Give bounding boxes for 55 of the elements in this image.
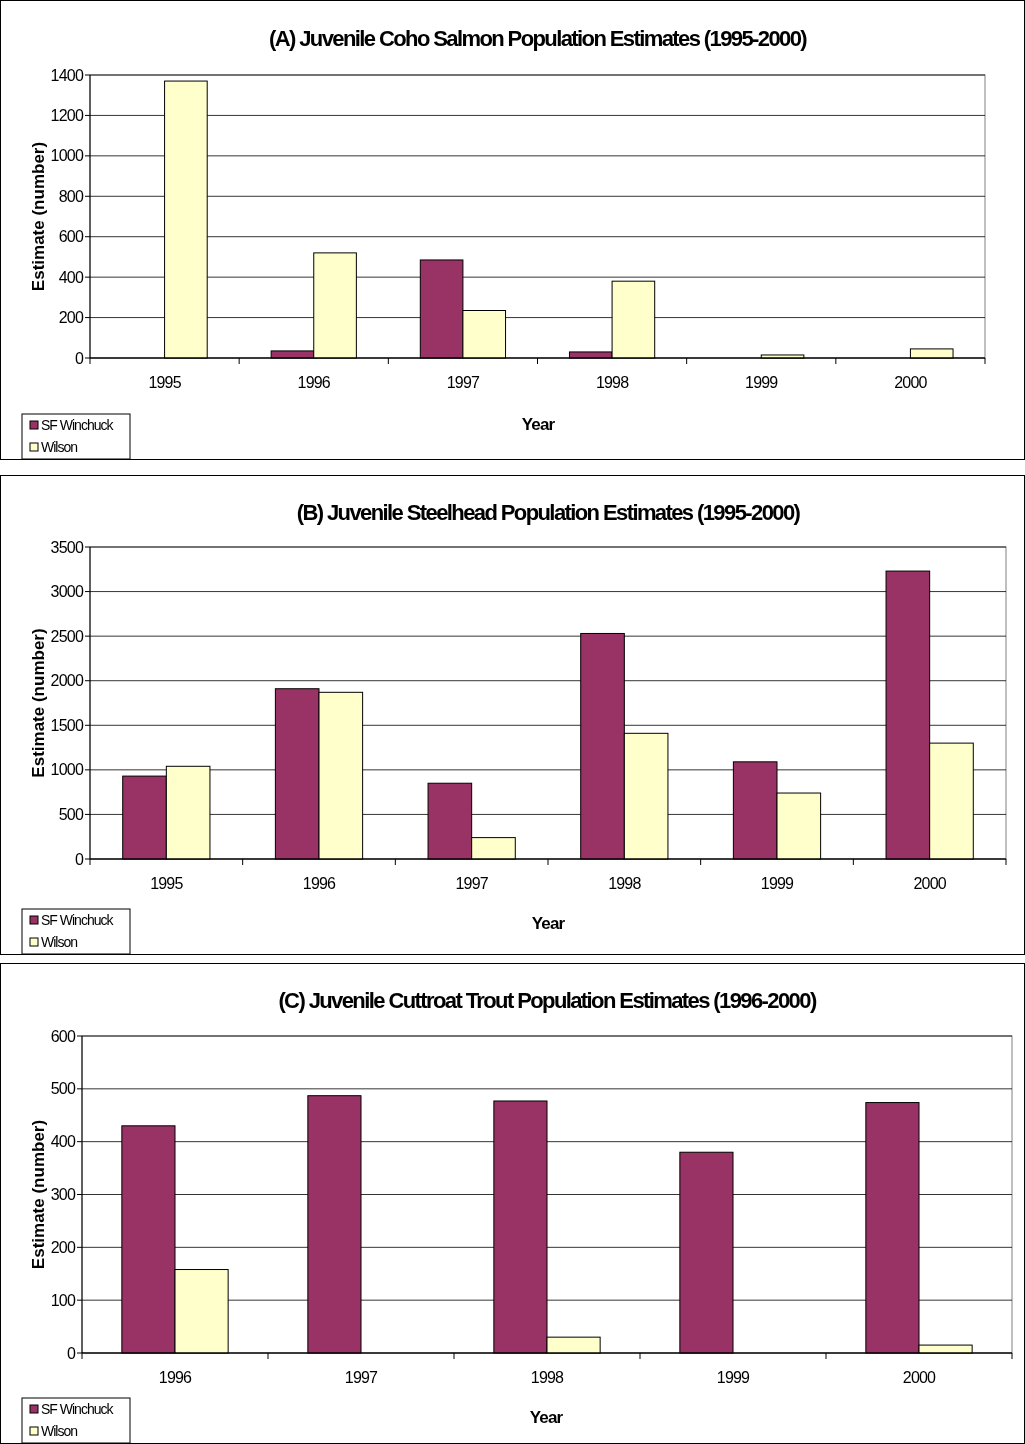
legend-label: SF Winchuck (41, 1400, 115, 1417)
y-tick-label: 1200 (50, 107, 84, 125)
y-tick-label: 500 (58, 806, 84, 824)
x-tick-label: 1995 (150, 875, 184, 892)
x-tick-label: 1997 (455, 875, 489, 892)
y-tick-label: 2500 (50, 627, 84, 645)
y-axis-title: Estimate (number) (28, 141, 48, 292)
x-axis-title: Year (531, 913, 566, 933)
legend-label: SF Winchuck (41, 416, 115, 433)
y-tick-label: 1500 (50, 716, 84, 734)
x-tick-label: 1997 (344, 1369, 379, 1386)
y-tick-label: 1000 (50, 147, 84, 165)
y-tick-label: 0 (74, 850, 84, 868)
y-tick-label: 1400 (50, 66, 84, 84)
x-tick-label: 1995 (148, 374, 182, 391)
y-tick-label: 2000 (50, 672, 84, 690)
chart-title: (B) Juvenile Steelhead Population Estimates (1995-2000) (296, 499, 801, 525)
legend-label: Wilson (41, 438, 78, 455)
y-tick-label: 600 (58, 228, 84, 246)
legend-label: Wilson (41, 933, 78, 950)
y-tick-label: 800 (58, 187, 84, 205)
y-tick-label: 0 (66, 1344, 76, 1362)
x-axis-title: Year (521, 414, 556, 434)
x-tick-label: 1996 (297, 374, 331, 391)
y-tick-label: 100 (50, 1291, 76, 1309)
legend-label: SF Winchuck (41, 911, 115, 928)
y-tick-label: 200 (50, 1238, 76, 1256)
x-tick-label: 2000 (894, 374, 928, 391)
y-tick-label: 0 (74, 349, 84, 367)
x-tick-label: 1996 (302, 875, 337, 892)
x-tick-label: 1998 (595, 374, 630, 391)
x-tick-label: 1999 (745, 374, 779, 391)
chart-title: (A) Juvenile Coho Salmon Population Estimates (1995-2000) (268, 25, 808, 51)
y-tick-label: 600 (50, 1027, 76, 1045)
x-tick-label: 2000 (913, 875, 947, 892)
x-tick-label: 1998 (608, 875, 642, 892)
y-axis-title: Estimate (number) (28, 628, 48, 778)
x-tick-label: 2000 (902, 1369, 937, 1386)
y-tick-label: 500 (50, 1080, 76, 1098)
legend-label: Wilson (41, 1422, 78, 1439)
x-tick-label: 1999 (760, 875, 795, 892)
x-tick-label: 1998 (530, 1369, 565, 1386)
y-tick-label: 400 (50, 1133, 76, 1151)
chart-title: (C) Juvenile Cuttroat Trout Population Estimates (1996-2000) (278, 987, 817, 1013)
y-tick-label: 200 (58, 309, 84, 327)
y-tick-label: 3000 (50, 583, 84, 601)
x-tick-label: 1997 (446, 374, 481, 391)
y-tick-label: 1000 (50, 761, 84, 779)
y-tick-label: 3500 (50, 538, 84, 556)
y-axis-title: Estimate (number) (28, 1119, 48, 1270)
y-tick-label: 400 (58, 268, 84, 286)
x-tick-label: 1996 (158, 1369, 193, 1386)
x-axis-title: Year (529, 1407, 564, 1427)
x-tick-label: 1999 (716, 1369, 751, 1386)
y-tick-label: 300 (50, 1186, 76, 1204)
